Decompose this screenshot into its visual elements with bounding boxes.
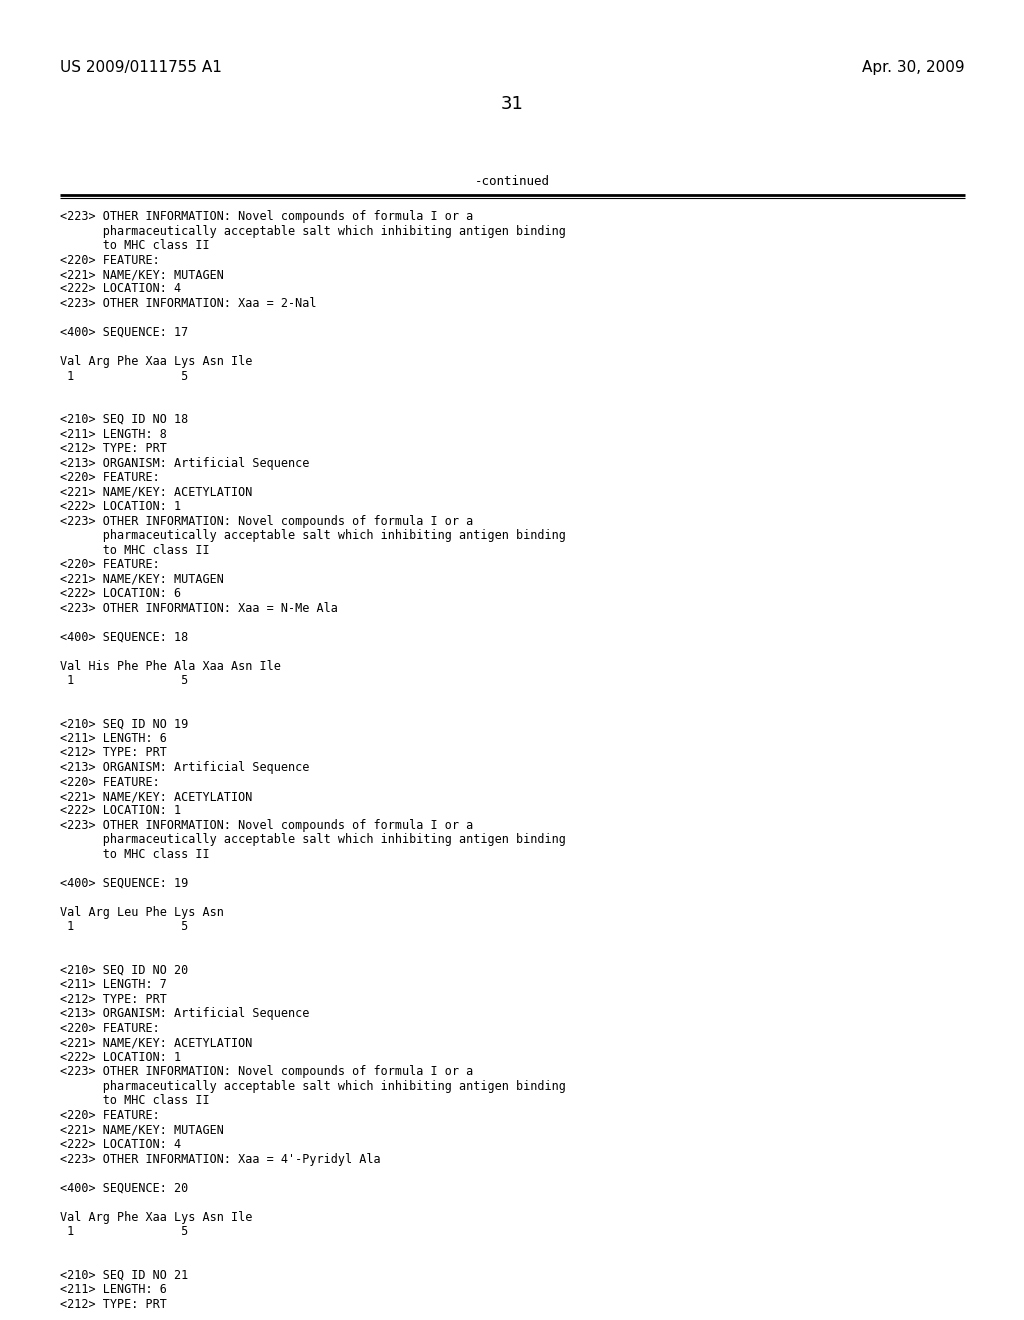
Text: <222> LOCATION: 6: <222> LOCATION: 6 bbox=[60, 587, 181, 601]
Text: Val Arg Phe Xaa Lys Asn Ile: Val Arg Phe Xaa Lys Asn Ile bbox=[60, 1210, 252, 1224]
Text: <211> LENGTH: 6: <211> LENGTH: 6 bbox=[60, 1283, 167, 1296]
Text: <220> FEATURE:: <220> FEATURE: bbox=[60, 1109, 160, 1122]
Text: pharmaceutically acceptable salt which inhibiting antigen binding: pharmaceutically acceptable salt which i… bbox=[60, 833, 566, 846]
Text: <222> LOCATION: 4: <222> LOCATION: 4 bbox=[60, 282, 181, 296]
Text: <223> OTHER INFORMATION: Novel compounds of formula I or a: <223> OTHER INFORMATION: Novel compounds… bbox=[60, 818, 473, 832]
Text: <400> SEQUENCE: 18: <400> SEQUENCE: 18 bbox=[60, 631, 188, 644]
Text: <213> ORGANISM: Artificial Sequence: <213> ORGANISM: Artificial Sequence bbox=[60, 1007, 309, 1020]
Text: Apr. 30, 2009: Apr. 30, 2009 bbox=[862, 59, 965, 75]
Text: <210> SEQ ID NO 18: <210> SEQ ID NO 18 bbox=[60, 413, 188, 426]
Text: <223> OTHER INFORMATION: Xaa = 2-Nal: <223> OTHER INFORMATION: Xaa = 2-Nal bbox=[60, 297, 316, 310]
Text: <223> OTHER INFORMATION: Xaa = N-Me Ala: <223> OTHER INFORMATION: Xaa = N-Me Ala bbox=[60, 602, 338, 615]
Text: <211> LENGTH: 6: <211> LENGTH: 6 bbox=[60, 733, 167, 744]
Text: <223> OTHER INFORMATION: Xaa = 4'-Pyridyl Ala: <223> OTHER INFORMATION: Xaa = 4'-Pyridy… bbox=[60, 1152, 381, 1166]
Text: <222> LOCATION: 1: <222> LOCATION: 1 bbox=[60, 500, 181, 513]
Text: <221> NAME/KEY: MUTAGEN: <221> NAME/KEY: MUTAGEN bbox=[60, 268, 224, 281]
Text: <211> LENGTH: 7: <211> LENGTH: 7 bbox=[60, 978, 167, 991]
Text: pharmaceutically acceptable salt which inhibiting antigen binding: pharmaceutically acceptable salt which i… bbox=[60, 1080, 566, 1093]
Text: <210> SEQ ID NO 19: <210> SEQ ID NO 19 bbox=[60, 718, 188, 730]
Text: <213> ORGANISM: Artificial Sequence: <213> ORGANISM: Artificial Sequence bbox=[60, 762, 309, 774]
Text: <223> OTHER INFORMATION: Novel compounds of formula I or a: <223> OTHER INFORMATION: Novel compounds… bbox=[60, 210, 473, 223]
Text: 31: 31 bbox=[501, 95, 523, 114]
Text: <223> OTHER INFORMATION: Novel compounds of formula I or a: <223> OTHER INFORMATION: Novel compounds… bbox=[60, 1065, 473, 1078]
Text: to MHC class II: to MHC class II bbox=[60, 847, 210, 861]
Text: <221> NAME/KEY: ACETYLATION: <221> NAME/KEY: ACETYLATION bbox=[60, 486, 252, 499]
Text: Val Arg Leu Phe Lys Asn: Val Arg Leu Phe Lys Asn bbox=[60, 906, 224, 919]
Text: 1               5: 1 5 bbox=[60, 920, 188, 933]
Text: <400> SEQUENCE: 19: <400> SEQUENCE: 19 bbox=[60, 876, 188, 890]
Text: US 2009/0111755 A1: US 2009/0111755 A1 bbox=[60, 59, 222, 75]
Text: to MHC class II: to MHC class II bbox=[60, 1094, 210, 1107]
Text: <212> TYPE: PRT: <212> TYPE: PRT bbox=[60, 1298, 167, 1311]
Text: <223> OTHER INFORMATION: Novel compounds of formula I or a: <223> OTHER INFORMATION: Novel compounds… bbox=[60, 515, 473, 528]
Text: <221> NAME/KEY: MUTAGEN: <221> NAME/KEY: MUTAGEN bbox=[60, 1123, 224, 1137]
Text: <222> LOCATION: 1: <222> LOCATION: 1 bbox=[60, 804, 181, 817]
Text: <220> FEATURE:: <220> FEATURE: bbox=[60, 558, 160, 572]
Text: <400> SEQUENCE: 20: <400> SEQUENCE: 20 bbox=[60, 1181, 188, 1195]
Text: <220> FEATURE:: <220> FEATURE: bbox=[60, 471, 160, 484]
Text: <222> LOCATION: 1: <222> LOCATION: 1 bbox=[60, 1051, 181, 1064]
Text: <220> FEATURE:: <220> FEATURE: bbox=[60, 1022, 160, 1035]
Text: <211> LENGTH: 8: <211> LENGTH: 8 bbox=[60, 428, 167, 441]
Text: <221> NAME/KEY: MUTAGEN: <221> NAME/KEY: MUTAGEN bbox=[60, 573, 224, 586]
Text: Val Arg Phe Xaa Lys Asn Ile: Val Arg Phe Xaa Lys Asn Ile bbox=[60, 355, 252, 368]
Text: <220> FEATURE:: <220> FEATURE: bbox=[60, 253, 160, 267]
Text: 1               5: 1 5 bbox=[60, 1225, 188, 1238]
Text: <210> SEQ ID NO 20: <210> SEQ ID NO 20 bbox=[60, 964, 188, 977]
Text: pharmaceutically acceptable salt which inhibiting antigen binding: pharmaceutically acceptable salt which i… bbox=[60, 529, 566, 543]
Text: <400> SEQUENCE: 17: <400> SEQUENCE: 17 bbox=[60, 326, 188, 339]
Text: 1               5: 1 5 bbox=[60, 370, 188, 383]
Text: <213> ORGANISM: Artificial Sequence: <213> ORGANISM: Artificial Sequence bbox=[60, 457, 309, 470]
Text: to MHC class II: to MHC class II bbox=[60, 239, 210, 252]
Text: 1               5: 1 5 bbox=[60, 675, 188, 686]
Text: <222> LOCATION: 4: <222> LOCATION: 4 bbox=[60, 1138, 181, 1151]
Text: <212> TYPE: PRT: <212> TYPE: PRT bbox=[60, 993, 167, 1006]
Text: <220> FEATURE:: <220> FEATURE: bbox=[60, 776, 160, 788]
Text: <210> SEQ ID NO 21: <210> SEQ ID NO 21 bbox=[60, 1269, 188, 1282]
Text: <212> TYPE: PRT: <212> TYPE: PRT bbox=[60, 747, 167, 759]
Text: <212> TYPE: PRT: <212> TYPE: PRT bbox=[60, 442, 167, 455]
Text: -continued: -continued bbox=[474, 176, 550, 187]
Text: pharmaceutically acceptable salt which inhibiting antigen binding: pharmaceutically acceptable salt which i… bbox=[60, 224, 566, 238]
Text: to MHC class II: to MHC class II bbox=[60, 544, 210, 557]
Text: <221> NAME/KEY: ACETYLATION: <221> NAME/KEY: ACETYLATION bbox=[60, 1036, 252, 1049]
Text: <221> NAME/KEY: ACETYLATION: <221> NAME/KEY: ACETYLATION bbox=[60, 789, 252, 803]
Text: Val His Phe Phe Ala Xaa Asn Ile: Val His Phe Phe Ala Xaa Asn Ile bbox=[60, 660, 281, 672]
